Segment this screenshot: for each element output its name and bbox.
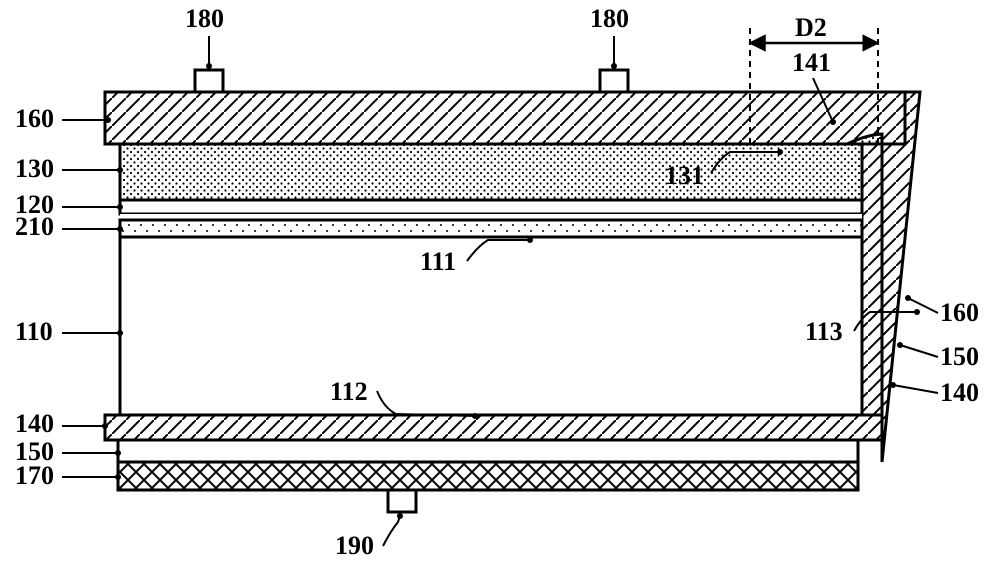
label-l112: 112 [330,377,368,406]
label-l160R: 160 [940,298,979,327]
pin-180-b [600,70,628,92]
layer-170 [118,462,858,490]
cross-section-diagram: 180180D214116013012021011014015017013111… [0,0,1000,582]
right-wall [862,144,882,425]
layer-160-top [105,92,905,144]
label-l130: 130 [15,154,54,183]
pin-180-a [195,70,223,92]
label-l180a: 180 [185,4,224,33]
label-lD2: D2 [795,13,827,42]
label-l113: 113 [805,317,843,346]
pin-190 [388,490,416,512]
label-l190: 190 [335,531,374,560]
layer-110 [120,237,862,415]
layer-140-bottom [105,415,882,440]
label-l131: 131 [665,161,704,190]
label-l111: 111 [420,247,456,276]
layer-210 [120,220,862,237]
label-l140L: 140 [15,409,54,438]
label-l210: 210 [15,212,54,241]
wedge-160-right [882,92,920,462]
label-l170: 170 [15,461,54,490]
label-l140R: 140 [940,378,979,407]
label-l150R: 150 [940,342,979,371]
label-l160L: 160 [15,104,54,133]
label-l141: 141 [792,48,831,77]
label-l180b: 180 [590,4,629,33]
label-l110: 110 [15,317,53,346]
layer-120 [120,200,862,214]
layer-150-bottom [118,440,858,462]
